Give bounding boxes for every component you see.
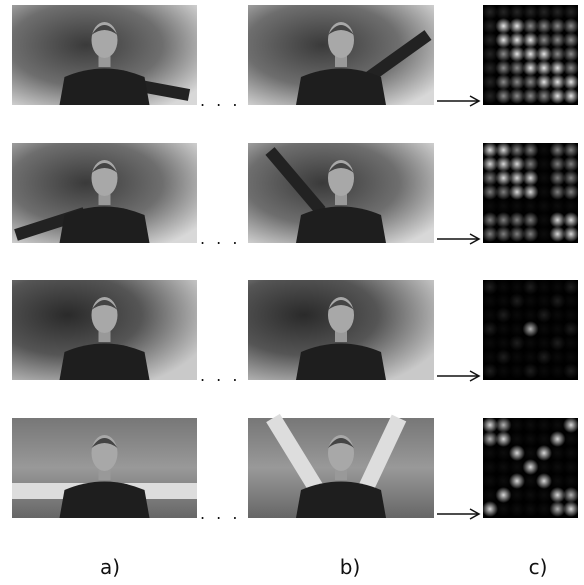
torso	[296, 344, 386, 381]
torso	[296, 482, 386, 519]
ellipsis: . . .	[200, 366, 240, 385]
matrix-blob	[563, 46, 579, 62]
matrix-blob	[563, 4, 579, 20]
matrix-blob	[563, 445, 579, 461]
matrix-blob	[563, 88, 579, 104]
panel-label: b)	[340, 555, 361, 579]
torso	[296, 207, 386, 244]
torso	[60, 69, 150, 106]
matrix-blob	[563, 473, 579, 489]
matrix-blob	[563, 226, 579, 242]
torso	[296, 69, 386, 106]
torso	[60, 344, 150, 381]
matrix-blob	[563, 32, 579, 48]
torso	[60, 482, 150, 519]
matrix-blob	[563, 156, 579, 172]
figure: . . . . . . . . . . . . a) b) c)	[0, 0, 584, 585]
panel-label: c)	[529, 555, 548, 579]
panel-label: a)	[100, 555, 120, 579]
matrix-blob	[563, 60, 579, 76]
ellipsis: . . .	[200, 229, 240, 248]
matrix-blob	[563, 501, 579, 517]
matrix-blob	[563, 363, 579, 379]
matrix-blob	[563, 198, 579, 214]
matrix-blob	[563, 459, 579, 475]
matrix-blob	[563, 349, 579, 365]
matrix-blob	[563, 321, 579, 337]
matrix-blob	[563, 335, 579, 351]
matrix-blob	[563, 487, 579, 503]
matrix-blob	[563, 74, 579, 90]
matrix-blob	[563, 184, 579, 200]
matrix-blob	[563, 142, 579, 158]
matrix-blob	[563, 417, 579, 433]
ellipsis: . . .	[200, 91, 240, 110]
matrix-blob	[563, 307, 579, 323]
images: . . . . . . . . . . . .	[12, 4, 579, 523]
matrix-blob	[563, 170, 579, 186]
torso	[60, 207, 150, 244]
ellipsis: . . .	[200, 504, 240, 523]
matrix-blob	[563, 431, 579, 447]
matrix-blob	[563, 212, 579, 228]
matrix-blob	[563, 293, 579, 309]
matrix-blob	[563, 18, 579, 34]
matrix-blob	[563, 279, 579, 295]
